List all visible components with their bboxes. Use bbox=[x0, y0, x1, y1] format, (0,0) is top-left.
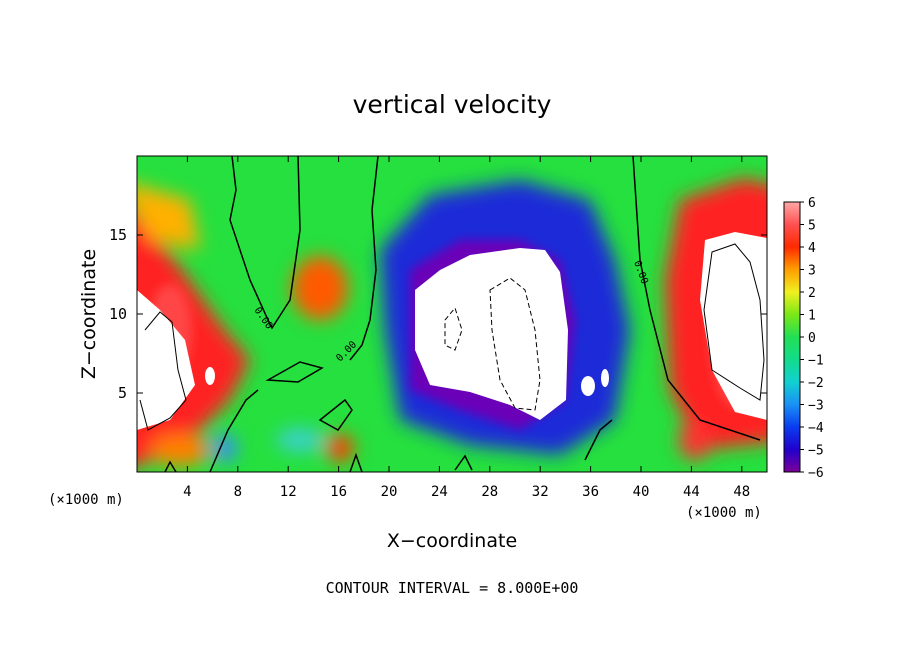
colorbar-tick-label: 0 bbox=[808, 331, 816, 346]
saturated-region-center bbox=[415, 248, 568, 420]
y-axis-ticks: 5 10 15 bbox=[109, 226, 767, 402]
colorbar-tick-label: 5 bbox=[808, 219, 816, 234]
x-tick-label: 24 bbox=[431, 484, 448, 500]
colorbar bbox=[783, 201, 801, 473]
colorbar-tick-label: 4 bbox=[808, 241, 816, 256]
x-tick-label: 16 bbox=[330, 484, 347, 500]
velocity-field: 0.00 0.00 0.00 bbox=[137, 156, 767, 472]
x-unit-left: (×1000 m) bbox=[48, 492, 124, 508]
x-tick-label: 44 bbox=[683, 484, 700, 500]
x-axis-ticks: 4 8 12 16 20 24 28 32 36 40 44 48 bbox=[183, 156, 750, 500]
colorbar-tick-label: −1 bbox=[808, 354, 824, 369]
chart-title: vertical velocity bbox=[353, 90, 552, 119]
x-tick-label: 32 bbox=[532, 484, 549, 500]
x-tick-label: 8 bbox=[234, 484, 242, 500]
x-tick-label: 12 bbox=[280, 484, 297, 500]
colorbar-tick-label: 3 bbox=[808, 264, 816, 279]
colorbar-tick-label: 6 bbox=[808, 196, 816, 211]
colorbar-tick-label: −6 bbox=[808, 466, 824, 481]
y-axis-label: Z−coordinate bbox=[78, 249, 100, 379]
colorbar-tick-label: 1 bbox=[808, 309, 816, 324]
x-unit-right: (×1000 m) bbox=[686, 505, 762, 521]
colorbar-tick-label: −3 bbox=[808, 399, 824, 414]
colorbar-ticks: 6 5 4 3 2 1 0 −1 −2 −3 −4 −5 −6 bbox=[800, 196, 824, 481]
contour-interval-note: CONTOUR INTERVAL = 8.000E+00 bbox=[326, 579, 579, 597]
x-tick-label: 20 bbox=[381, 484, 398, 500]
x-tick-label: 40 bbox=[633, 484, 650, 500]
y-tick-label: 10 bbox=[109, 305, 127, 323]
x-tick-label: 4 bbox=[183, 484, 191, 500]
x-tick-label: 36 bbox=[582, 484, 599, 500]
x-tick-label: 28 bbox=[481, 484, 498, 500]
colorbar-tick-label: −2 bbox=[808, 376, 824, 391]
saturated-region-left bbox=[137, 290, 195, 430]
colorbar-tick-label: 2 bbox=[808, 286, 816, 301]
x-tick-label: 48 bbox=[733, 484, 750, 500]
x-axis-label: X−coordinate bbox=[387, 530, 517, 552]
y-tick-label: 5 bbox=[118, 384, 127, 402]
colorbar-tick-label: −4 bbox=[808, 421, 824, 436]
colorbar-tick-label: −5 bbox=[808, 444, 824, 459]
y-tick-label: 15 bbox=[109, 226, 127, 244]
